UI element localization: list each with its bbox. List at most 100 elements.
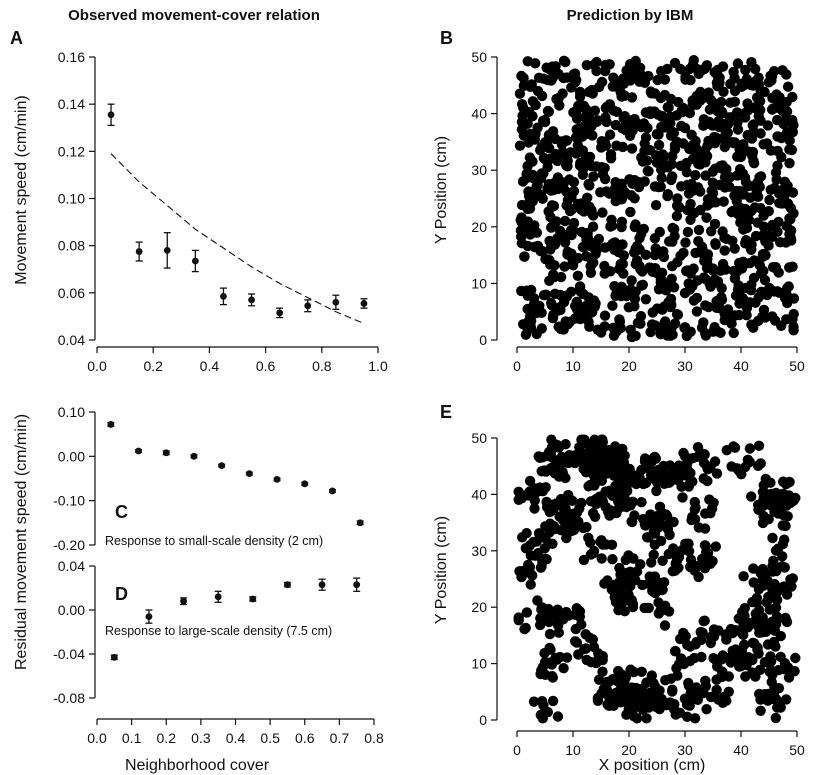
individual-point [660,675,671,686]
individual-point [561,532,572,544]
data-point [191,257,199,265]
y-tick-label: -0.08 [53,690,85,706]
individual-point [641,713,652,724]
individual-point [657,149,668,160]
y-tick-label: 30 [471,543,487,559]
individual-point [771,594,783,606]
individual-point [772,160,783,171]
individual-point [548,269,559,280]
x-tick-label: 0.3 [191,730,211,746]
individual-point [615,322,626,334]
data-point [110,653,118,661]
individual-point [781,69,792,80]
individual-point [611,507,622,519]
individual-point [736,78,747,90]
x-tick-label: 0 [513,358,521,374]
individual-point [627,178,638,189]
individual-point [656,267,668,278]
individual-point [624,73,635,84]
individual-point [742,454,754,465]
individual-point [754,105,765,117]
individual-point [559,261,570,272]
individual-point [743,180,754,192]
axis-label-e-y: Y Position (cm) [433,516,450,624]
individual-point [634,244,645,255]
individual-point [701,212,712,223]
individual-point [782,511,793,522]
x-tick-label: 0.4 [200,358,220,374]
panel-c: 0.10 0.00 -0.10 -0.20 [53,404,364,553]
individual-point [586,307,597,318]
individual-point [736,645,747,657]
individual-point [732,124,744,135]
individual-point [764,604,775,615]
panel-a: 0.0 0.2 0.4 0.6 0.8 1.0 0.04 0.06 0.08 0.10 0.12 0.… [58,49,388,374]
individual-point [608,322,619,333]
individual-point [755,705,766,716]
individual-point [549,177,560,188]
individual-point [781,106,793,117]
individual-point [785,574,796,585]
individual-point [629,293,641,305]
individual-point [763,240,774,251]
data-point [284,581,291,589]
y-tick-label: 10 [471,656,487,672]
individual-point [537,246,548,257]
individual-point [679,122,691,134]
individual-point [596,553,607,564]
data-point [145,613,153,620]
individual-point [583,178,594,190]
individual-point [710,238,721,249]
individual-point [726,461,737,472]
individual-point [525,321,536,332]
individual-point [596,142,607,153]
individual-point [611,140,622,151]
individual-point [689,652,700,664]
data-point [220,292,227,300]
individual-point [662,102,673,113]
individual-point [634,472,645,483]
individual-point [723,686,734,697]
x-tick-label: 30 [677,358,693,374]
individual-point [645,509,656,520]
individual-point [538,168,549,179]
individual-point [597,651,608,662]
individual-point [716,106,728,118]
individual-point [607,490,618,501]
individual-point [737,293,748,304]
individual-point [715,160,726,172]
individual-point [534,300,545,311]
y-tick-label: 0.04 [58,558,85,574]
individual-point [732,284,744,295]
individual-point [769,625,781,636]
individual-point [662,189,674,200]
individual-point [781,589,793,600]
individual-point [775,702,786,713]
individual-point [536,323,547,334]
individual-point [679,322,691,333]
y-tick-label: 10 [471,275,487,291]
individual-point [654,501,666,512]
individual-point [539,543,550,554]
individual-point [524,195,535,207]
individual-point [709,456,721,467]
individual-point [525,579,536,590]
individual-point [620,554,631,566]
individual-point [708,497,719,508]
individual-point [549,523,560,535]
individual-point [623,467,635,479]
individual-point [526,284,537,296]
individual-point [658,577,670,588]
individual-point [783,672,795,683]
individual-point [605,153,617,164]
individual-point [700,170,711,181]
y-tick-label: -0.04 [53,646,85,662]
individual-point [649,233,661,244]
individual-point [705,558,716,569]
individual-point [786,144,798,156]
individual-point [553,627,564,638]
individual-point [546,434,557,445]
individual-point [524,311,536,322]
individual-point [755,203,766,214]
individual-point [680,237,691,248]
